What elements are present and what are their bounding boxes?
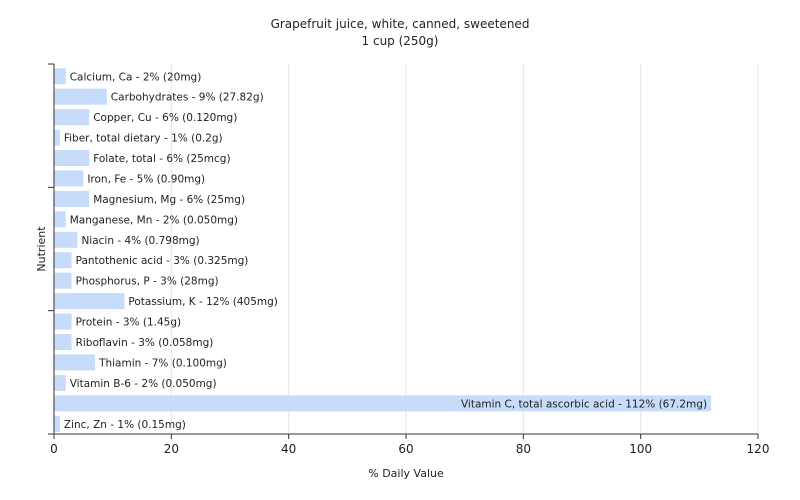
bar-9 bbox=[54, 252, 72, 269]
bar-label-4: Folate, total - 6% (25mcg) bbox=[93, 153, 230, 165]
gridlines bbox=[170, 64, 759, 434]
bar-label-8: Niacin - 4% (0.798mg) bbox=[81, 235, 199, 247]
bar-label-0: Calcium, Ca - 2% (20mg) bbox=[70, 71, 202, 83]
bar-label-12: Protein - 3% (1.45g) bbox=[76, 317, 182, 329]
bar-label-9: Pantothenic acid - 3% (0.325mg) bbox=[76, 255, 249, 267]
bar-label-17: Zinc, Zn - 1% (0.15mg) bbox=[64, 419, 186, 431]
bar-2 bbox=[54, 109, 90, 126]
bar-label-16: Vitamin C, total ascorbic acid - 112% (6… bbox=[461, 398, 707, 410]
bar-label-14: Thiamin - 7% (0.100mg) bbox=[98, 357, 227, 369]
bar-7 bbox=[54, 211, 66, 228]
bar-label-15: Vitamin B-6 - 2% (0.050mg) bbox=[70, 378, 217, 390]
bars: Calcium, Ca - 2% (20mg) Carbohydrates - 9… bbox=[54, 68, 712, 432]
bar-1 bbox=[54, 88, 107, 105]
x-axis-title: % Daily Value bbox=[368, 467, 444, 480]
bar-10 bbox=[54, 272, 72, 289]
bar-label-1: Carbohydrates - 9% (27.82g) bbox=[111, 92, 264, 104]
x-tick-label-4: 80 bbox=[516, 442, 531, 456]
x-tick-label-0: 0 bbox=[50, 442, 58, 456]
bar-16 bbox=[54, 395, 712, 412]
chart-title: Grapefruit juice, white, canned, sweeten… bbox=[271, 17, 530, 31]
bar-0 bbox=[54, 68, 66, 85]
bar-14 bbox=[54, 354, 96, 371]
bar-label-13: Riboflavin - 3% (0.058mg) bbox=[76, 337, 214, 349]
bar-label-7: Manganese, Mn - 2% (0.050mg) bbox=[70, 214, 238, 226]
x-tick-label-6: 120 bbox=[747, 442, 770, 456]
bar-15 bbox=[54, 374, 66, 391]
bar-4 bbox=[54, 150, 90, 167]
x-tick-label-2: 40 bbox=[281, 442, 296, 456]
bar-3 bbox=[54, 129, 60, 146]
bar-label-11: Potassium, K - 12% (405mg) bbox=[128, 296, 278, 308]
bar-label-5: Iron, Fe - 5% (0.90mg) bbox=[87, 173, 205, 185]
bar-12 bbox=[54, 313, 72, 330]
x-ticks: 0 20 40 60 80 100 120 bbox=[50, 434, 769, 456]
bar-6 bbox=[54, 190, 90, 207]
bar-label-10: Phosphorus, P - 3% (28mg) bbox=[76, 276, 219, 288]
y-axis-title: Nutrient bbox=[35, 226, 48, 272]
x-tick-label-1: 20 bbox=[164, 442, 179, 456]
x-tick-label-3: 60 bbox=[398, 442, 413, 456]
bar-label-2: Copper, Cu - 6% (0.120mg) bbox=[93, 112, 237, 124]
bar-17 bbox=[54, 415, 60, 432]
bar-label-3: Fiber, total dietary - 1% (0.2g) bbox=[64, 133, 223, 145]
chart-subtitle: 1 cup (250g) bbox=[362, 34, 439, 48]
bar-8 bbox=[54, 231, 78, 248]
x-tick-label-5: 100 bbox=[629, 442, 652, 456]
bar-label-6: Magnesium, Mg - 6% (25mg) bbox=[93, 194, 245, 206]
bar-11 bbox=[54, 293, 125, 310]
bar-5 bbox=[54, 170, 84, 187]
bar-13 bbox=[54, 334, 72, 351]
